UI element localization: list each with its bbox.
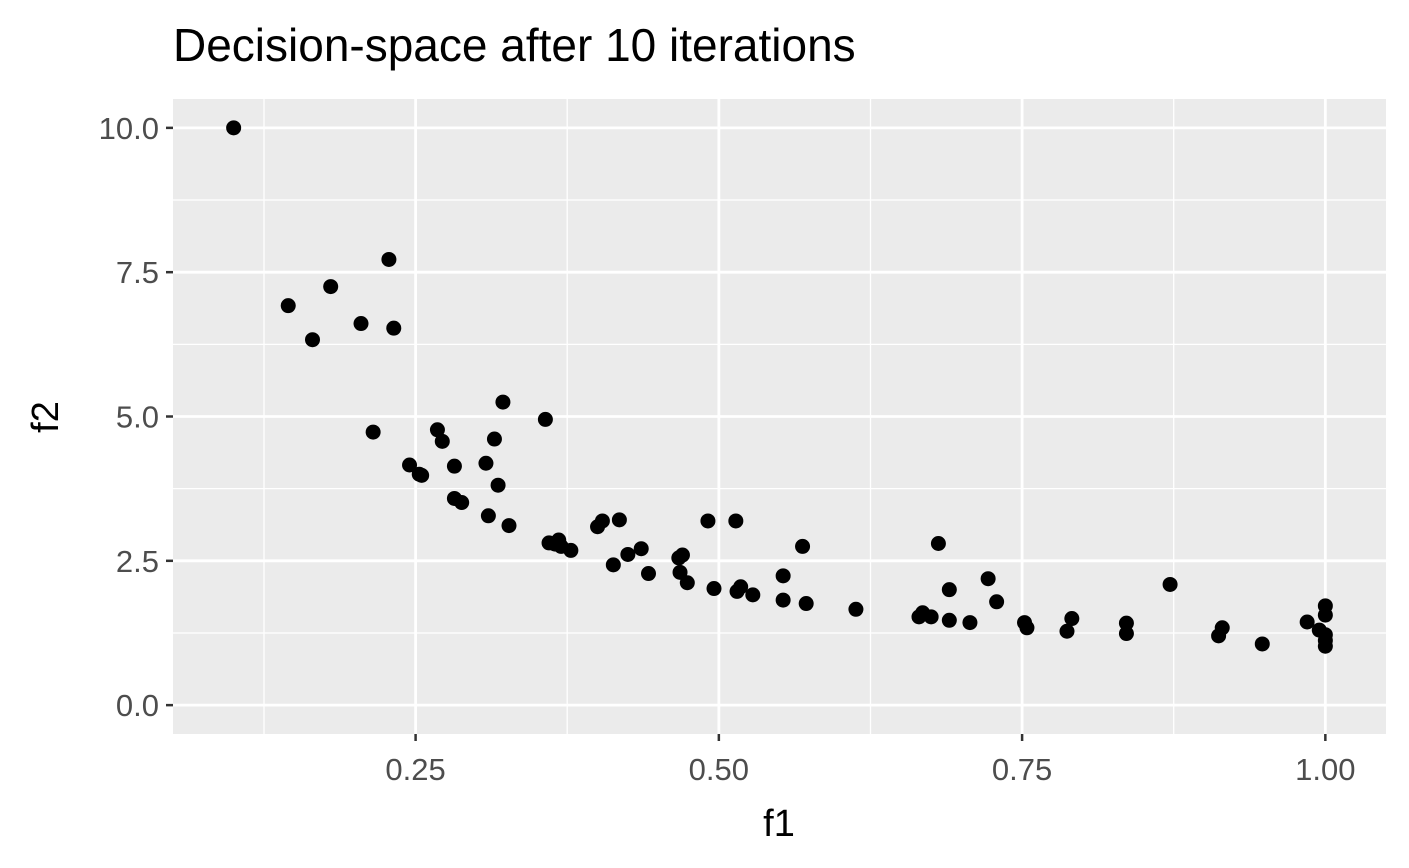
data-point [501,518,517,534]
data-point [495,394,511,410]
data-point [941,582,957,598]
data-point [674,547,690,563]
data-point [386,320,402,336]
x-axis-ticks: 0.25 0.50 0.75 1.00 [385,734,1356,787]
x-tick-label: 0.75 [992,752,1052,787]
data-point [633,541,649,557]
data-point [930,536,946,551]
data-point [381,251,397,267]
data-point [402,457,418,473]
y-tick-label: 0.0 [116,688,159,723]
data-point [365,424,381,440]
data-point [323,279,339,295]
data-point [1064,611,1080,627]
data-point [700,513,716,529]
data-point [1299,614,1315,630]
data-point [745,587,761,603]
y-tick-label: 2.5 [116,544,159,579]
data-point [490,477,506,493]
data-point [454,495,470,511]
data-point [563,542,579,558]
data-point [434,433,450,449]
data-point [962,615,978,631]
data-point [1214,620,1230,636]
data-point [706,581,722,597]
data-point [353,316,369,332]
data-point [486,431,502,447]
data-point [923,609,939,625]
x-tick-label: 0.50 [689,752,749,787]
data-point [640,566,656,582]
y-axis-ticks: 0.0 2.5 5.0 7.5 10.0 [99,111,173,723]
y-tick-label: 10.0 [99,111,159,146]
data-point [620,546,636,562]
data-points [226,120,1333,654]
data-point [480,508,496,524]
minor-gridlines [173,99,1386,734]
data-point [414,467,430,483]
data-point [980,571,996,587]
major-gridlines [173,99,1386,734]
data-point [429,422,445,438]
data-point [446,458,462,474]
x-tick-label: 0.25 [385,752,445,787]
data-point [941,612,957,628]
data-point [611,512,627,528]
data-point [798,596,814,612]
data-point [1118,626,1134,642]
data-point [226,120,242,136]
y-tick-label: 7.5 [116,255,159,290]
data-point [989,594,1005,610]
x-axis-title: f1 [763,803,795,845]
x-tick-label: 1.00 [1295,752,1355,787]
data-point [280,298,296,314]
data-point [304,332,320,348]
data-point [733,579,749,595]
data-point [1059,623,1075,639]
y-axis-title: f2 [25,401,67,433]
data-point [1317,638,1333,654]
data-point [605,557,621,573]
data-point [795,538,811,554]
y-tick-label: 5.0 [116,400,159,435]
data-point [728,513,744,529]
data-point [1118,615,1134,631]
data-point [775,592,791,608]
data-point [1254,636,1270,652]
data-point [1019,620,1035,636]
data-point [478,455,494,471]
data-point [1162,576,1178,592]
chart-title: Decision-space after 10 iterations [173,19,856,71]
data-point [594,513,610,529]
data-point [1317,607,1333,623]
data-point [679,575,695,591]
data-point [848,601,864,617]
data-point [672,564,688,580]
data-point [537,411,553,427]
data-point [775,568,791,584]
